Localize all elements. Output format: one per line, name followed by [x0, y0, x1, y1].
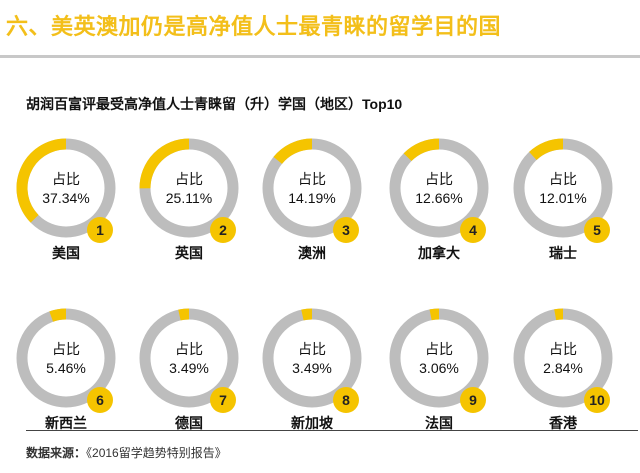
value-label: 5.46%	[46, 360, 86, 376]
page-heading: 六、美英澳加仍是高净值人士最青睐的留学目的国	[6, 14, 502, 39]
rank-badge	[460, 387, 486, 413]
rank-number: 3	[342, 222, 350, 238]
rank-number: 10	[589, 392, 605, 408]
donut-6: 占比 5.46% 6 新西兰	[16, 308, 116, 431]
donut-8: 占比 3.49% 8 新加坡	[262, 308, 362, 431]
donut-9: 占比 3.06% 9 法国	[389, 308, 489, 431]
value-caption: 占比	[52, 341, 80, 357]
rank-number: 2	[219, 222, 227, 238]
donut-value-arc	[139, 138, 190, 189]
country-label: 加拿大	[417, 245, 460, 261]
rank-badge	[584, 217, 610, 243]
rank-badge	[584, 387, 610, 413]
donut-value-arc	[273, 138, 313, 165]
donut-3: 占比 14.19% 3 澳洲	[262, 138, 362, 261]
value-label: 2.84%	[543, 360, 583, 376]
donut-5: 占比 12.01% 5 瑞士	[513, 138, 613, 261]
data-source: 数据来源：《2016留学趋势特别报告》	[26, 444, 227, 461]
rank-badge	[87, 387, 113, 413]
country-label: 德国	[175, 415, 203, 431]
value-caption: 占比	[425, 171, 453, 187]
country-label: 澳洲	[298, 245, 326, 261]
value-label: 12.01%	[539, 190, 586, 206]
rank-badge	[460, 217, 486, 243]
value-label: 14.19%	[288, 190, 335, 206]
value-caption: 占比	[175, 341, 203, 357]
country-label: 美国	[52, 245, 80, 261]
heading-divider	[0, 55, 640, 58]
donut-value-arc	[554, 308, 564, 321]
donut-7: 占比 3.49% 7 德国	[139, 308, 239, 431]
chart-title: 胡润百富评最受高净值人士青睐留（升）学国（地区）Top10	[26, 96, 403, 112]
rank-number: 8	[342, 392, 350, 408]
donut-value-arc	[403, 138, 440, 162]
value-label: 12.66%	[415, 190, 462, 206]
donut-value-arc	[178, 308, 190, 321]
value-caption: 占比	[52, 171, 80, 187]
rank-number: 1	[96, 222, 104, 238]
rank-badge	[210, 387, 236, 413]
rank-number: 9	[469, 392, 477, 408]
rank-number: 7	[219, 392, 227, 408]
donut-4: 占比 12.66% 4 加拿大	[389, 138, 489, 261]
rank-badge	[333, 387, 359, 413]
rank-number: 4	[469, 222, 477, 238]
value-label: 25.11%	[166, 190, 212, 206]
donut-value-arc	[529, 138, 564, 161]
country-label: 新西兰	[45, 415, 87, 431]
footer-divider	[26, 430, 638, 431]
rank-number: 5	[593, 222, 601, 238]
country-label: 英国	[174, 245, 203, 261]
value-label: 3.49%	[292, 360, 332, 376]
donut-value-arc	[16, 138, 67, 223]
rank-badge	[210, 217, 236, 243]
source-text: 《2016留学趋势特别报告》	[86, 446, 227, 460]
value-caption: 占比	[549, 171, 577, 187]
donut-value-arc	[429, 308, 440, 321]
donut-1: 占比 37.34% 1 美国	[16, 138, 116, 261]
country-label: 法国	[425, 415, 453, 431]
value-label: 3.49%	[169, 360, 209, 376]
donut-2: 占比 25.11% 2 英国	[139, 138, 239, 261]
country-label: 瑞士	[549, 245, 577, 261]
value-caption: 占比	[298, 341, 326, 357]
value-label: 37.34%	[42, 190, 89, 206]
rank-badge	[333, 217, 359, 243]
value-caption: 占比	[425, 341, 453, 357]
donut-10: 占比 2.84% 10 香港	[513, 308, 613, 431]
source-label: 数据来源：	[26, 446, 87, 460]
value-caption: 占比	[298, 171, 326, 187]
country-label: 香港	[548, 415, 578, 431]
rank-number: 6	[96, 392, 104, 408]
value-label: 3.06%	[419, 360, 459, 376]
value-caption: 占比	[175, 171, 203, 187]
donut-value-arc	[49, 308, 67, 322]
rank-badge	[87, 217, 113, 243]
value-caption: 占比	[549, 341, 577, 357]
country-label: 新加坡	[291, 415, 334, 431]
donut-value-arc	[301, 308, 313, 321]
